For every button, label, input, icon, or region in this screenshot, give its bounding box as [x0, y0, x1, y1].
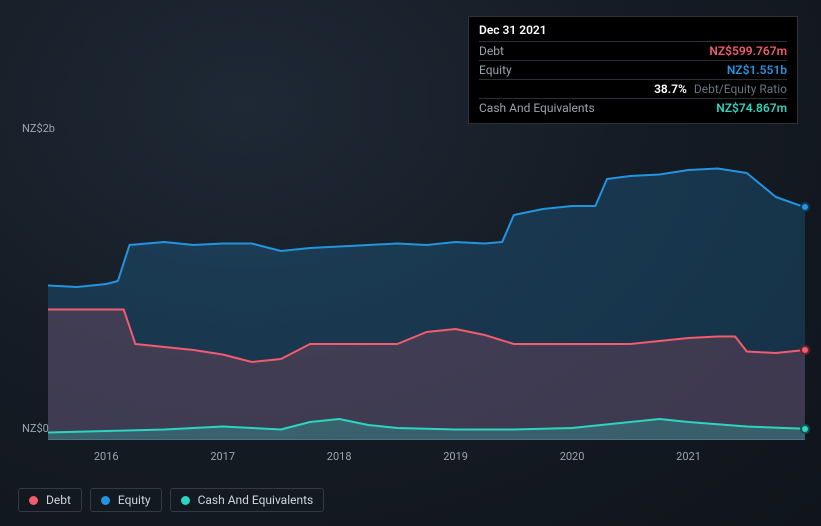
legend-item[interactable]: Debt — [18, 488, 82, 512]
x-axis-tick: 2020 — [560, 450, 585, 463]
tooltip-row-value: NZ$1.551b — [727, 63, 787, 77]
tooltip-row-value: NZ$599.767m — [709, 44, 787, 58]
legend-label: Cash And Equivalents — [198, 493, 314, 507]
tooltip-row: Cash And Equivalents NZ$74.867m — [479, 98, 787, 117]
hover-marker — [800, 345, 810, 355]
x-axis-tick: 2018 — [327, 450, 352, 463]
tooltip-row-suffix: Debt/Equity Ratio — [691, 82, 787, 96]
x-axis-tick: 2016 — [94, 450, 119, 463]
tooltip-row: 38.7% Debt/Equity Ratio — [479, 79, 787, 98]
legend-swatch — [29, 496, 38, 505]
tooltip-date: Dec 31 2021 — [479, 23, 787, 41]
x-axis-tick: 2017 — [210, 450, 235, 463]
hover-marker — [800, 202, 810, 212]
y-axis-tick-min: NZ$0 — [22, 422, 49, 435]
legend-label: Debt — [46, 493, 71, 507]
tooltip-row: Equity NZ$1.551b — [479, 60, 787, 79]
legend-swatch — [181, 496, 190, 505]
x-axis-tick: 2019 — [443, 450, 468, 463]
tooltip-row-value: NZ$74.867m — [716, 101, 787, 115]
legend-label: Equity — [118, 493, 151, 507]
chart-svg — [48, 140, 805, 440]
legend-swatch — [101, 496, 110, 505]
tooltip-row-label: Equity — [479, 63, 512, 77]
chart-legend: Debt Equity Cash And Equivalents — [18, 488, 324, 512]
tooltip-row-value: 38.7% Debt/Equity Ratio — [654, 82, 787, 96]
tooltip-row-label: Debt — [479, 44, 504, 58]
tooltip-row-label: Cash And Equivalents — [479, 101, 595, 115]
legend-item[interactable]: Cash And Equivalents — [170, 488, 325, 512]
chart-plot-area[interactable] — [48, 140, 805, 440]
hover-marker — [800, 424, 810, 434]
y-axis-tick-max: NZ$2b — [22, 122, 55, 135]
tooltip-row: Debt NZ$599.767m — [479, 41, 787, 60]
legend-item[interactable]: Equity — [90, 488, 162, 512]
x-axis-tick: 2021 — [676, 450, 701, 463]
chart-tooltip: Dec 31 2021 Debt NZ$599.767m Equity NZ$1.55… — [468, 16, 798, 124]
